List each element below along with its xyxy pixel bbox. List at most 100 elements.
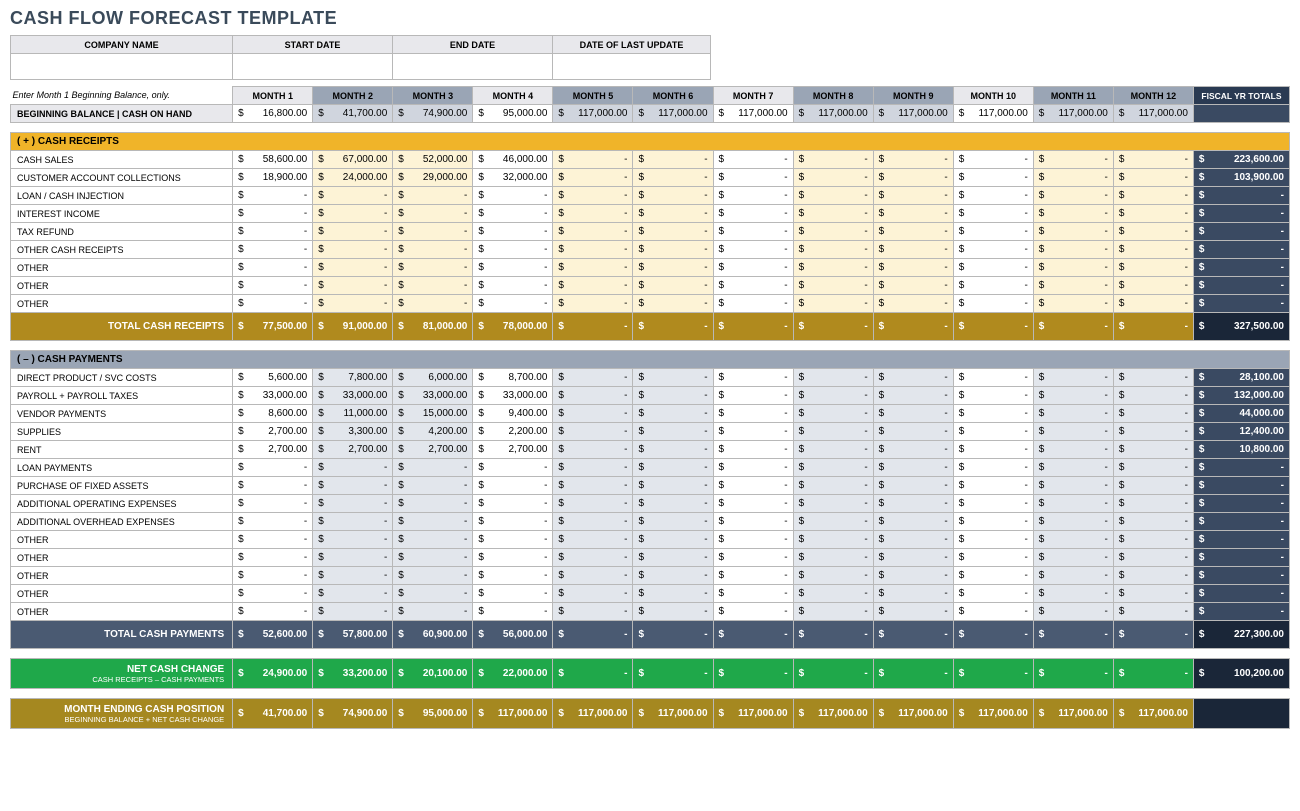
payment-cell[interactable]: $- (1033, 513, 1113, 531)
receipt-cell[interactable]: $- (793, 277, 873, 295)
receipt-cell[interactable]: $- (553, 241, 633, 259)
payment-cell[interactable]: $- (1113, 441, 1193, 459)
payment-cell[interactable]: $- (873, 549, 953, 567)
receipt-cell[interactable]: $- (313, 259, 393, 277)
receipt-cell[interactable]: $- (1113, 205, 1193, 223)
receipt-cell[interactable]: $- (313, 241, 393, 259)
payment-cell[interactable]: $- (953, 423, 1033, 441)
payment-cell[interactable]: $- (793, 459, 873, 477)
receipt-cell[interactable]: $32,000.00 (473, 169, 553, 187)
receipt-cell[interactable]: $- (1033, 295, 1113, 313)
payment-cell[interactable]: $33,000.00 (473, 387, 553, 405)
payment-cell[interactable]: $- (713, 603, 793, 621)
receipt-cell[interactable]: $- (473, 277, 553, 295)
payment-cell[interactable]: $- (633, 531, 713, 549)
receipt-cell[interactable]: $- (1033, 223, 1113, 241)
payment-cell[interactable]: $33,000.00 (393, 387, 473, 405)
receipt-cell[interactable]: $- (313, 205, 393, 223)
receipt-cell[interactable]: $- (1113, 169, 1193, 187)
company-name-input[interactable] (11, 54, 233, 80)
receipt-cell[interactable]: $- (873, 259, 953, 277)
receipt-cell[interactable]: $- (633, 151, 713, 169)
payment-cell[interactable]: $11,000.00 (313, 405, 393, 423)
receipt-cell[interactable]: $- (713, 205, 793, 223)
receipt-cell[interactable]: $- (233, 223, 313, 241)
payment-cell[interactable]: $- (953, 495, 1033, 513)
payment-cell[interactable]: $- (553, 495, 633, 513)
receipt-cell[interactable]: $- (1113, 295, 1193, 313)
payment-cell[interactable]: $- (553, 387, 633, 405)
payment-cell[interactable]: $- (553, 459, 633, 477)
payment-cell[interactable]: $- (473, 549, 553, 567)
payment-cell[interactable]: $- (1033, 369, 1113, 387)
receipt-cell[interactable]: $- (633, 187, 713, 205)
receipt-cell[interactable]: $- (473, 259, 553, 277)
payment-cell[interactable]: $- (793, 585, 873, 603)
receipt-cell[interactable]: $- (553, 151, 633, 169)
payment-cell[interactable]: $- (393, 477, 473, 495)
payment-cell[interactable]: $- (1113, 477, 1193, 495)
receipt-cell[interactable]: $- (553, 169, 633, 187)
payment-cell[interactable]: $- (1113, 603, 1193, 621)
payment-cell[interactable]: $- (713, 459, 793, 477)
receipt-cell[interactable]: $- (793, 295, 873, 313)
receipt-cell[interactable]: $- (553, 223, 633, 241)
beginning-value[interactable]: $117,000.00 (713, 105, 793, 123)
payment-cell[interactable]: $- (873, 405, 953, 423)
payment-cell[interactable]: $- (793, 567, 873, 585)
receipt-cell[interactable]: $- (313, 223, 393, 241)
payment-cell[interactable]: $- (953, 369, 1033, 387)
receipt-cell[interactable]: $52,000.00 (393, 151, 473, 169)
receipt-cell[interactable]: $- (713, 169, 793, 187)
payment-cell[interactable]: $- (633, 513, 713, 531)
payment-cell[interactable]: $- (873, 369, 953, 387)
receipt-cell[interactable]: $46,000.00 (473, 151, 553, 169)
receipt-cell[interactable]: $- (1033, 205, 1113, 223)
receipt-cell[interactable]: $- (553, 259, 633, 277)
payment-cell[interactable]: $- (233, 513, 313, 531)
payment-cell[interactable]: $- (1113, 513, 1193, 531)
payment-cell[interactable]: $- (393, 513, 473, 531)
payment-cell[interactable]: $- (633, 603, 713, 621)
payment-cell[interactable]: $- (553, 531, 633, 549)
receipt-cell[interactable]: $- (633, 277, 713, 295)
payment-cell[interactable]: $5,600.00 (233, 369, 313, 387)
receipt-cell[interactable]: $- (953, 205, 1033, 223)
receipt-cell[interactable]: $- (793, 205, 873, 223)
receipt-cell[interactable]: $- (793, 151, 873, 169)
receipt-cell[interactable]: $- (473, 187, 553, 205)
receipt-cell[interactable]: $67,000.00 (313, 151, 393, 169)
receipt-cell[interactable]: $- (713, 277, 793, 295)
payment-cell[interactable]: $- (233, 531, 313, 549)
receipt-cell[interactable]: $- (873, 223, 953, 241)
payment-cell[interactable]: $- (473, 603, 553, 621)
receipt-cell[interactable]: $- (873, 205, 953, 223)
payment-cell[interactable]: $- (953, 459, 1033, 477)
receipt-cell[interactable]: $- (553, 295, 633, 313)
payment-cell[interactable]: $- (873, 387, 953, 405)
payment-cell[interactable]: $- (953, 603, 1033, 621)
payment-cell[interactable]: $- (473, 585, 553, 603)
receipt-cell[interactable]: $- (953, 277, 1033, 295)
receipt-cell[interactable]: $- (633, 295, 713, 313)
payment-cell[interactable]: $- (1113, 567, 1193, 585)
receipt-cell[interactable]: $- (393, 277, 473, 295)
payment-cell[interactable]: $- (793, 549, 873, 567)
payment-cell[interactable]: $- (553, 603, 633, 621)
payment-cell[interactable]: $- (793, 531, 873, 549)
payment-cell[interactable]: $- (793, 423, 873, 441)
receipt-cell[interactable]: $- (873, 295, 953, 313)
receipt-cell[interactable]: $- (1033, 277, 1113, 295)
payment-cell[interactable]: $7,800.00 (313, 369, 393, 387)
receipt-cell[interactable]: $- (1033, 151, 1113, 169)
payment-cell[interactable]: $6,000.00 (393, 369, 473, 387)
receipt-cell[interactable]: $- (393, 259, 473, 277)
payment-cell[interactable]: $- (1033, 567, 1113, 585)
beginning-value[interactable]: $117,000.00 (633, 105, 713, 123)
payment-cell[interactable]: $- (313, 585, 393, 603)
receipt-cell[interactable]: $24,000.00 (313, 169, 393, 187)
payment-cell[interactable]: $- (313, 531, 393, 549)
end-date-input[interactable] (393, 54, 553, 80)
payment-cell[interactable]: $- (713, 585, 793, 603)
receipt-cell[interactable]: $- (633, 205, 713, 223)
